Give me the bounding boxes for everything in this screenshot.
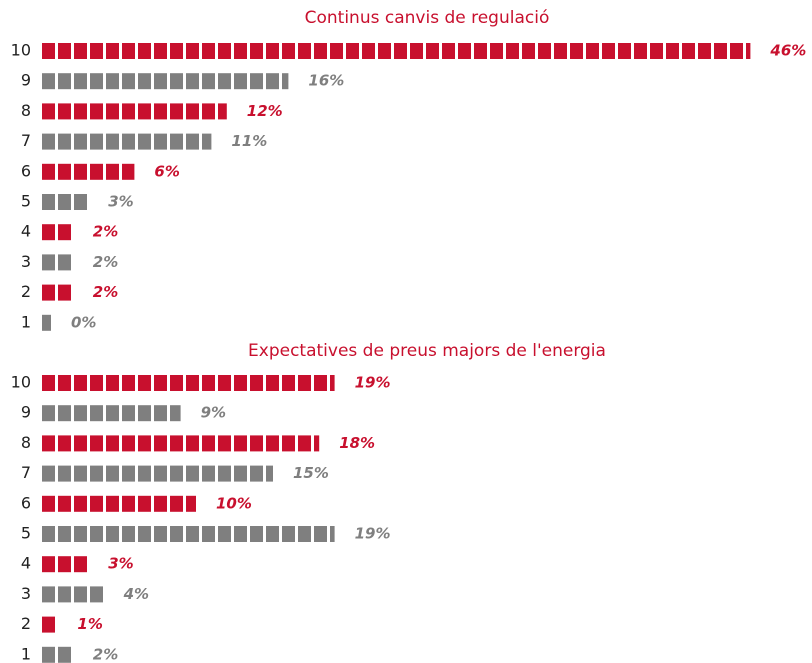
category-label: 9 xyxy=(21,403,31,422)
bar xyxy=(42,103,227,120)
value-label: 11% xyxy=(231,132,267,150)
value-label: 19% xyxy=(355,374,391,392)
category-label: 3 xyxy=(21,584,31,603)
category-label: 6 xyxy=(21,493,31,512)
category-label: 6 xyxy=(21,161,31,180)
category-label: 1 xyxy=(21,644,31,663)
bar xyxy=(42,495,196,512)
value-label: 3% xyxy=(108,193,133,211)
value-label: 2% xyxy=(93,253,118,271)
bar xyxy=(42,556,89,573)
value-label: 10% xyxy=(216,494,252,512)
category-label: 10 xyxy=(11,373,31,392)
bar xyxy=(42,224,73,241)
bar xyxy=(42,254,73,271)
category-label: 5 xyxy=(21,524,31,543)
bar xyxy=(42,194,89,210)
bar xyxy=(42,133,212,150)
category-label: 3 xyxy=(21,252,31,271)
category-label: 8 xyxy=(21,433,31,452)
value-label: 16% xyxy=(308,72,344,90)
category-label: 8 xyxy=(21,101,31,120)
category-label: 4 xyxy=(21,554,31,573)
value-label: 2% xyxy=(93,283,118,301)
category-label: 2 xyxy=(21,282,31,301)
bar xyxy=(42,586,104,603)
bar xyxy=(42,43,751,59)
chart-title: Continus canvis de regulació xyxy=(305,8,550,28)
value-label: 0% xyxy=(71,313,96,331)
bar xyxy=(42,616,58,633)
bar xyxy=(42,284,73,301)
value-label: 1% xyxy=(77,615,102,633)
category-label: 10 xyxy=(11,41,31,60)
category-label: 1 xyxy=(21,312,31,331)
value-label: 4% xyxy=(123,585,149,603)
value-label: 46% xyxy=(769,42,806,60)
bar xyxy=(42,646,73,663)
category-label: 7 xyxy=(21,463,31,482)
value-label: 2% xyxy=(93,223,118,241)
bar xyxy=(42,375,335,391)
value-label: 6% xyxy=(154,162,179,180)
value-label: 2% xyxy=(93,645,118,663)
value-label: 15% xyxy=(293,464,329,482)
bar xyxy=(42,73,289,90)
value-label: 18% xyxy=(339,434,375,452)
bar xyxy=(42,405,181,422)
value-label: 12% xyxy=(247,102,283,120)
bar xyxy=(42,314,51,331)
bar xyxy=(42,163,135,180)
chart-title: Expectatives de preus majors de l'energi… xyxy=(248,341,606,361)
bar xyxy=(42,465,273,482)
category-label: 2 xyxy=(21,614,31,633)
value-label: 9% xyxy=(201,404,226,422)
value-label: 3% xyxy=(108,555,133,573)
category-label: 4 xyxy=(21,222,31,241)
value-label: 19% xyxy=(355,525,391,543)
bar xyxy=(42,435,320,452)
category-label: 9 xyxy=(21,71,31,90)
category-label: 5 xyxy=(21,192,31,211)
category-label: 7 xyxy=(21,131,31,150)
bar xyxy=(42,526,335,542)
